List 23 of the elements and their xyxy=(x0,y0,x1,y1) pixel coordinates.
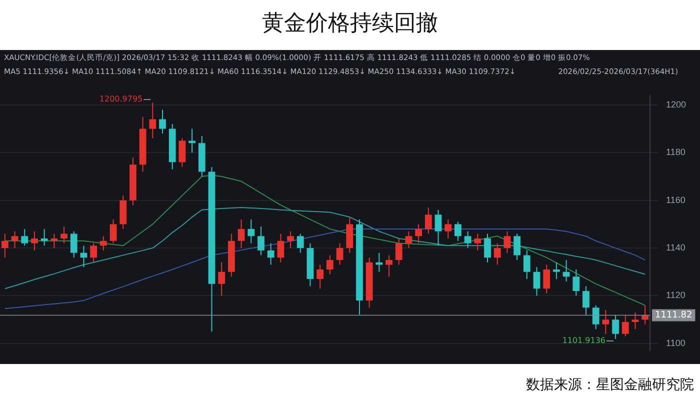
y-tick-label: 1100 xyxy=(666,338,686,348)
candlestick xyxy=(287,230,294,249)
annotation: 1101.9136 xyxy=(562,336,606,345)
y-tick-label: 1200 xyxy=(666,99,686,110)
candlestick xyxy=(464,230,472,249)
y-tick-label: 1140 xyxy=(666,242,686,253)
candlestick xyxy=(31,230,38,251)
candlestick xyxy=(444,218,452,240)
y-tick-label: 1120 xyxy=(666,290,686,300)
annotation: 1200.9795 xyxy=(99,94,143,104)
candlestick xyxy=(21,228,28,246)
y-tick-label: 1180 xyxy=(666,147,686,158)
candlestick xyxy=(188,128,196,154)
ref-line-label: 1111.82 xyxy=(655,310,692,321)
source-note: 数据来源：星图金融研究院 xyxy=(526,376,694,394)
candlestick xyxy=(60,226,68,244)
candlestick xyxy=(50,233,58,249)
chart-title: 黄金价格持续回撤 xyxy=(261,10,439,38)
candlestick xyxy=(602,310,610,334)
candlestick xyxy=(552,262,560,280)
candlestick xyxy=(474,233,482,251)
candlestick xyxy=(40,228,48,246)
y-tick-label: 1160 xyxy=(666,194,686,205)
